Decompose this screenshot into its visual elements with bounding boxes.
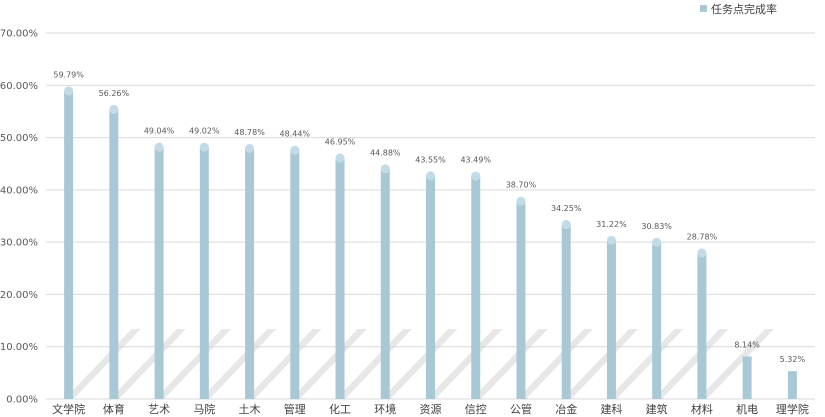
bar: [154, 147, 164, 399]
data-label: 28.78%: [687, 233, 718, 242]
x-tick-label: 马院: [193, 402, 215, 416]
bar-cap: [109, 104, 119, 114]
bar: [426, 175, 435, 399]
bar-cap: [199, 142, 209, 152]
bar: [652, 242, 662, 399]
bar: [697, 253, 707, 399]
x-tick-label: 建筑: [646, 402, 668, 416]
data-label: 38.70%: [506, 181, 537, 190]
bar: [787, 371, 797, 399]
x-tick-label: 信控: [465, 402, 487, 416]
bar-cap: [154, 142, 164, 152]
bar-shadow: [381, 329, 458, 399]
x-tick-label: 材料: [691, 402, 713, 416]
bar-shadow: [336, 329, 413, 399]
bar-cap: [516, 196, 526, 206]
bar-cap: [561, 219, 571, 229]
y-tick-label: 10.00%: [0, 342, 38, 353]
bar-cap: [245, 143, 255, 153]
bar-shadow: [697, 329, 774, 399]
data-label: 48.44%: [280, 130, 311, 139]
bar-shadow: [200, 329, 277, 399]
data-label: 44.88%: [370, 148, 401, 157]
bar-cap: [290, 145, 300, 155]
bar-shadow: [290, 329, 367, 399]
y-tick-label: 0.00%: [6, 395, 38, 406]
y-tick-label: 60.00%: [0, 81, 38, 92]
bar: [199, 147, 209, 399]
data-label: 49.04%: [144, 127, 175, 136]
data-label: 56.26%: [99, 89, 130, 98]
bar: [335, 158, 345, 399]
data-label: 43.49%: [460, 156, 491, 165]
bar-cap: [606, 235, 616, 245]
x-tick-label: 化工: [329, 402, 351, 416]
x-tick-label: 体育: [103, 402, 125, 416]
x-tick-label: 机电: [736, 402, 758, 416]
bar-cap: [471, 171, 481, 181]
bar-shadow: [155, 329, 232, 399]
bar: [64, 90, 74, 399]
legend-swatch: [700, 5, 707, 12]
y-tick-label: 30.00%: [0, 238, 38, 249]
x-tick-label: 建科: [600, 402, 622, 416]
data-label: 34.25%: [551, 204, 582, 213]
data-label: 48.78%: [234, 128, 265, 137]
y-tick-label: 40.00%: [0, 185, 38, 196]
legend-label: 任务点完成率: [711, 2, 777, 16]
bar: [561, 224, 571, 399]
bar-shadow: [109, 329, 186, 399]
data-label: 31.22%: [596, 220, 627, 229]
bar: [471, 176, 481, 399]
data-label: 59.79%: [53, 70, 84, 79]
x-tick-label: 环境: [374, 402, 396, 416]
bar-cap: [335, 153, 345, 163]
x-tick-label: 艺术: [148, 403, 170, 416]
bar-cap: [64, 86, 74, 96]
bar-shadow: [64, 329, 141, 399]
bar-shadow: [471, 329, 548, 399]
x-tick-label: 土木: [239, 403, 261, 416]
bar: [245, 148, 255, 399]
y-tick-label: 20.00%: [0, 290, 38, 301]
bar-cap: [426, 171, 435, 181]
x-tick-label: 理学院: [776, 402, 809, 416]
bar-cap: [652, 237, 662, 247]
bar-shadow: [245, 329, 322, 399]
y-tick-label: 50.00%: [0, 133, 38, 144]
bar: [290, 150, 300, 399]
data-label: 49.02%: [189, 127, 220, 136]
bar-cap: [697, 248, 707, 258]
bar: [109, 109, 119, 399]
data-label: 43.55%: [415, 155, 446, 164]
data-label: 5.32%: [780, 355, 806, 364]
bar-cap: [380, 164, 390, 174]
bar: [380, 168, 390, 399]
data-label: 8.14%: [734, 340, 760, 349]
bar: [606, 240, 616, 399]
bar-shadow: [652, 329, 729, 399]
y-tick-label: 70.00%: [0, 29, 38, 40]
bar: [742, 356, 752, 399]
x-tick-label: 冶金: [555, 402, 577, 416]
x-tick-label: 管理: [284, 402, 306, 416]
x-tick-label: 资源: [420, 402, 442, 416]
bar-shadow: [607, 329, 684, 399]
bar-shadow: [516, 329, 593, 399]
data-label: 46.95%: [325, 138, 356, 147]
bar-shadow: [426, 329, 503, 399]
x-tick-label: 文学院: [52, 402, 85, 416]
bar-shadow: [562, 329, 639, 399]
x-tick-label: 公管: [510, 402, 532, 416]
bar: [516, 201, 526, 399]
data-label: 30.83%: [641, 222, 672, 231]
